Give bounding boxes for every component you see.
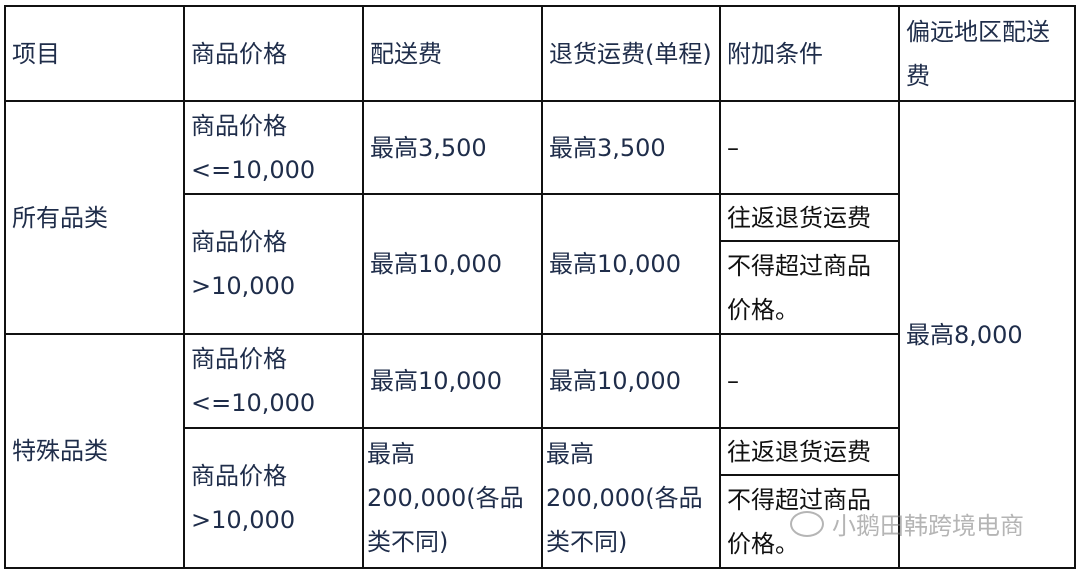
header-text: 偏远地区配送费 xyxy=(906,17,1050,90)
header-text: 配送费 xyxy=(370,39,442,68)
return-cell: 最高10,000 xyxy=(541,193,721,335)
header-cell-price: 商品价格 xyxy=(183,5,364,102)
return-text: 最高3,500 xyxy=(549,133,666,162)
condition-cell: – xyxy=(719,333,900,429)
delivery-cell: 最高200,000(各品类不同) xyxy=(362,427,543,569)
remote-fee-cell: 最高8,000 xyxy=(898,100,1076,569)
price-text: 商品价格>10,000 xyxy=(191,462,296,534)
condition-text: – xyxy=(727,367,739,395)
price-text: 商品价格<=10,000 xyxy=(191,345,316,417)
condition-text: 往返退货运费 xyxy=(727,203,871,232)
price-text: 商品价格>10,000 xyxy=(191,228,296,300)
delivery-cell: 最高10,000 xyxy=(362,193,543,335)
price-text: 商品价格<=10,000 xyxy=(191,111,316,184)
return-text: 最高10,000 xyxy=(549,367,681,395)
return-cell: 最高3,500 xyxy=(541,100,721,195)
category-cell: 特殊品类 xyxy=(4,333,185,569)
return-cell: 最高10,000 xyxy=(541,333,721,429)
watermark-text: 小鹅田韩跨境电商 xyxy=(832,512,1024,540)
condition-cell: 往返退货运费 xyxy=(719,427,900,476)
delivery-text: 最高10,000 xyxy=(370,250,502,278)
delivery-text: 最高3,500 xyxy=(370,133,487,162)
condition-cell: – xyxy=(719,100,900,195)
header-cell-return: 退货运费(单程) xyxy=(541,5,721,102)
condition-cell: 不得超过商品价格。 xyxy=(719,474,900,569)
header-text: 项目 xyxy=(12,39,60,68)
condition-text: 往返退货运费 xyxy=(727,437,871,466)
price-cell: 商品价格<=10,000 xyxy=(183,100,364,195)
price-cell: 商品价格>10,000 xyxy=(183,427,364,569)
delivery-text: 最高10,000 xyxy=(370,367,502,395)
return-text: 最高200,000(各品类不同) xyxy=(546,440,703,556)
category-text: 特殊品类 xyxy=(12,437,108,465)
return-cell: 最高200,000(各品类不同) xyxy=(541,427,721,569)
header-text: 退货运费(单程) xyxy=(549,39,712,68)
header-cell-remote: 偏远地区配送费 xyxy=(898,5,1076,102)
header-text: 附加条件 xyxy=(727,39,823,68)
price-cell: 商品价格<=10,000 xyxy=(183,333,364,429)
condition-cell: 往返退货运费 xyxy=(719,193,900,242)
return-text: 最高10,000 xyxy=(549,250,681,278)
condition-text: 不得超过商品价格。 xyxy=(727,251,871,324)
condition-text: 不得超过商品价格。 xyxy=(727,485,871,558)
watermark: 小鹅田韩跨境电商 xyxy=(790,506,1024,541)
price-cell: 商品价格>10,000 xyxy=(183,193,364,335)
condition-cell: 不得超过商品价格。 xyxy=(719,240,900,335)
condition-text: – xyxy=(727,133,739,162)
header-cell-item: 项目 xyxy=(4,5,185,102)
wechat-icon xyxy=(790,510,824,537)
delivery-cell: 最高3,500 xyxy=(362,100,543,195)
header-cell-condition: 附加条件 xyxy=(719,5,900,102)
category-text: 所有品类 xyxy=(12,203,108,232)
delivery-text: 最高200,000(各品类不同) xyxy=(367,440,524,556)
category-cell: 所有品类 xyxy=(4,100,185,335)
header-cell-delivery: 配送费 xyxy=(362,5,543,102)
delivery-cell: 最高10,000 xyxy=(362,333,543,429)
header-text: 商品价格 xyxy=(191,39,287,68)
remote-fee-text: 最高8,000 xyxy=(906,320,1023,349)
